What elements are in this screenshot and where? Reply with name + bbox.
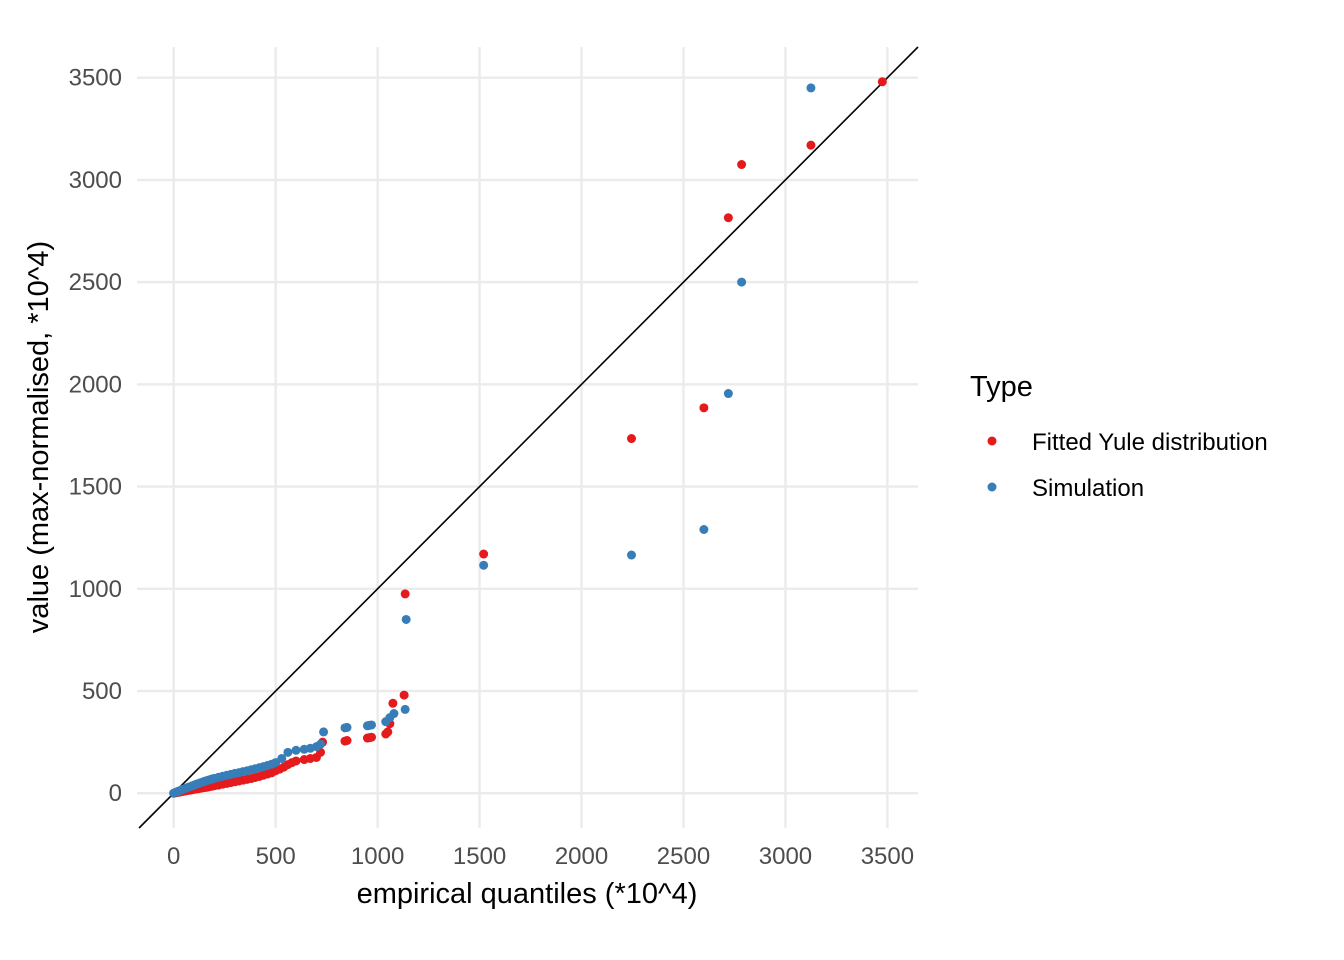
data-point (723, 213, 733, 223)
legend-label-fitted-yule: Fitted Yule distribution (1032, 429, 1268, 456)
legend-label-simulation: Simulation (1032, 475, 1144, 502)
data-point (342, 735, 352, 745)
data-point (319, 727, 329, 737)
x-tick-labels: 0 500 1000 1500 2000 2500 3000 3500 (167, 843, 914, 870)
x-tick-label: 1500 (453, 843, 506, 870)
y-tick-label: 0 (109, 780, 122, 807)
data-point (806, 83, 816, 93)
data-point (388, 698, 398, 708)
data-point (367, 720, 377, 730)
data-point (400, 589, 410, 599)
data-point (626, 550, 636, 560)
data-point (401, 614, 411, 624)
data-point (626, 434, 636, 444)
legend-title: Type (970, 371, 1033, 403)
data-point (383, 727, 393, 737)
series-1 (169, 83, 816, 798)
data-point (699, 525, 709, 535)
y-tick-label: 1500 (69, 474, 122, 501)
y-tick-label: 500 (82, 678, 122, 705)
data-point (806, 140, 816, 150)
data-point (737, 277, 747, 287)
y-tick-label: 1000 (69, 576, 122, 603)
grid (137, 47, 918, 828)
data-point (699, 403, 709, 413)
data-point (367, 732, 377, 742)
data-points (169, 77, 887, 798)
data-point (283, 747, 293, 757)
data-point (737, 160, 747, 170)
legend-marker-simulation (987, 482, 997, 492)
data-point (877, 77, 887, 87)
x-tick-label: 3000 (759, 843, 812, 870)
y-tick-label: 3000 (69, 167, 122, 194)
data-point (291, 745, 301, 755)
data-point (400, 704, 410, 714)
y-tick-label: 2500 (69, 269, 122, 296)
x-tick-label: 500 (256, 843, 296, 870)
x-tick-label: 1000 (351, 843, 404, 870)
data-point (479, 549, 489, 559)
y-tick-labels: 0 500 1000 1500 2000 2500 3000 3500 (69, 65, 122, 808)
x-tick-label: 3500 (861, 843, 914, 870)
data-point (479, 560, 489, 570)
data-point (316, 739, 326, 749)
x-axis-title: empirical quantiles (*10^4) (357, 878, 698, 910)
x-tick-label: 0 (167, 843, 180, 870)
identity-line (138, 46, 919, 829)
data-point (723, 389, 733, 399)
data-point (399, 690, 409, 700)
y-axis-title: value (max-normalised, *10^4) (23, 241, 55, 633)
y-tick-label: 3500 (69, 65, 122, 92)
data-point (342, 722, 352, 732)
y-tick-label: 2000 (69, 371, 122, 398)
x-tick-label: 2000 (555, 843, 608, 870)
legend-marker-fitted-yule (987, 436, 997, 446)
x-tick-label: 2500 (657, 843, 710, 870)
data-point (277, 753, 287, 763)
data-point (291, 756, 301, 766)
legend: Type Fitted Yule distribution Simulation (970, 371, 1268, 502)
data-point (389, 709, 399, 719)
reference-line (138, 46, 919, 829)
